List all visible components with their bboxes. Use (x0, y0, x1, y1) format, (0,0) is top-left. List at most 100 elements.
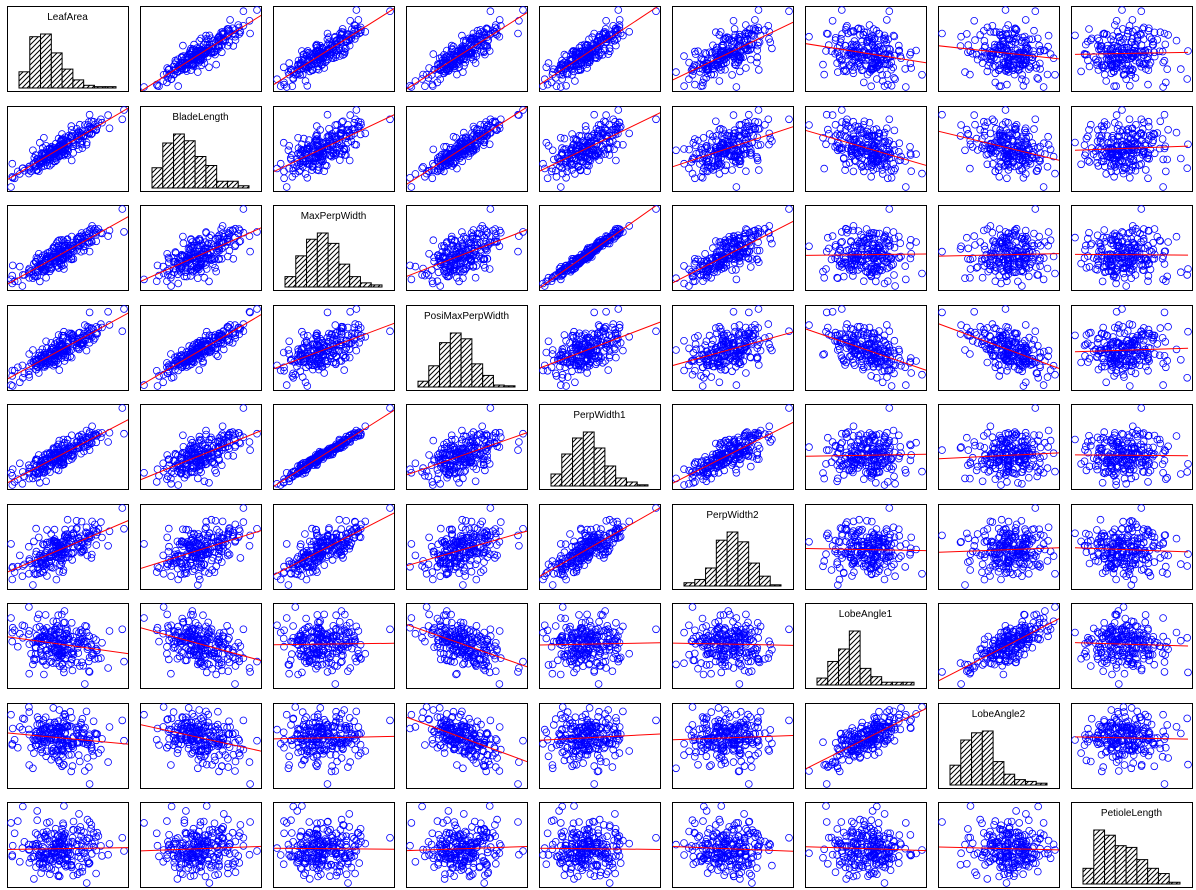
histogram-bar (72, 79, 85, 89)
data-point (214, 37, 223, 46)
data-point (200, 59, 209, 67)
scatter-panel-0-5 (672, 6, 794, 92)
histogram-bar (295, 255, 308, 288)
histogram-panel-MaxPerpWidth: MaxPerpWidth (273, 205, 395, 291)
data-point (218, 27, 227, 36)
data-point (189, 59, 197, 68)
scatter-panel-2-3 (406, 205, 528, 291)
histogram-bar (316, 232, 329, 288)
histogram-bar (359, 282, 372, 288)
histogram-bar (29, 36, 42, 89)
histogram-bar (194, 156, 207, 189)
scatter-panel-0-6 (805, 6, 927, 92)
data-point (246, 29, 254, 38)
histogram-bar (338, 263, 351, 288)
data-point (225, 38, 234, 46)
histogram-bar (183, 140, 196, 189)
data-point (231, 32, 239, 41)
data-point (210, 47, 219, 56)
data-point (187, 54, 196, 62)
data-point (288, 82, 297, 90)
variable-label: LeafArea (47, 12, 88, 23)
data-point (226, 16, 234, 24)
histogram-bar (93, 86, 106, 89)
scatter-panel-2-0 (7, 205, 129, 291)
scatter-panel-1-6 (805, 106, 927, 192)
scatter-panel-1-8 (1071, 106, 1193, 192)
panel-frame (1071, 106, 1193, 192)
data-point (298, 70, 307, 79)
scatter-panel-2-5 (672, 205, 794, 291)
regression-line (141, 14, 261, 91)
scatter-panel-2-1 (140, 205, 262, 291)
scatter-panel-1-0 (7, 106, 129, 192)
scatter-panel-2-6 (805, 205, 927, 291)
data-point (179, 52, 188, 60)
scatter-panel-0-2 (273, 6, 395, 92)
scatter-panel-0-8 (1071, 6, 1193, 92)
histogram-bar (306, 238, 318, 288)
data-point (169, 66, 178, 75)
histogram-bar (83, 84, 95, 89)
histogram-panel-BladeLength: BladeLength (140, 106, 262, 192)
scatter-panel-2-4 (539, 205, 661, 291)
data-point (205, 63, 213, 72)
histogram-bar (18, 71, 31, 89)
data-point (194, 68, 202, 76)
data-point (190, 40, 198, 49)
histogram-bar (349, 276, 361, 288)
histogram-bar (40, 33, 52, 89)
histogram-panel-LeafArea: LeafArea (7, 6, 129, 92)
scatter-panel-1-2 (273, 106, 395, 192)
scatter-panel-1-5 (672, 106, 794, 192)
data-point (171, 56, 180, 65)
data-point (195, 36, 204, 45)
data-point (303, 82, 312, 90)
data-point (195, 57, 204, 65)
data-point (174, 82, 183, 90)
data-point (280, 78, 288, 87)
data-point (177, 61, 186, 69)
data-point (153, 82, 162, 90)
histogram-bar (284, 276, 297, 288)
histogram-bar (61, 68, 74, 89)
scatter-panel-0-1 (140, 6, 262, 92)
panel-frame (406, 6, 528, 92)
scatter-panel-0-3 (406, 6, 528, 92)
histogram-bar (226, 180, 239, 189)
data-point (179, 41, 187, 50)
histogram-bar (162, 142, 175, 189)
histogram-bar (370, 284, 383, 288)
data-point (163, 69, 171, 78)
data-point (211, 50, 219, 59)
scatter-panel-1-7 (938, 106, 1060, 192)
data-point (218, 48, 226, 57)
variable-label: BladeLength (172, 112, 228, 123)
data-point (279, 63, 288, 72)
histogram-bar (237, 185, 250, 189)
scatter-panel-0-4 (539, 6, 661, 92)
data-point (182, 67, 191, 75)
histogram-bar (327, 242, 340, 288)
histogram-bar (205, 165, 218, 189)
histogram-bar (50, 52, 63, 89)
variable-label: MaxPerpWidth (301, 211, 367, 222)
data-point (203, 40, 212, 49)
scatter-panel-0-7 (938, 6, 1060, 92)
data-point (197, 34, 205, 43)
histogram-bar (216, 180, 228, 189)
data-point (201, 48, 210, 56)
histogram-bar (151, 167, 164, 189)
histogram-bar (104, 86, 117, 89)
data-point (253, 6, 261, 14)
data-point (239, 21, 248, 30)
data-point (224, 41, 232, 50)
data-point (189, 45, 197, 53)
histogram-bar (173, 133, 185, 189)
data-point (239, 7, 248, 15)
scatter-panel-1-4 (539, 106, 661, 192)
data-point (202, 35, 211, 43)
data-point (167, 75, 175, 83)
data-point (177, 53, 186, 62)
data-point (219, 30, 228, 39)
